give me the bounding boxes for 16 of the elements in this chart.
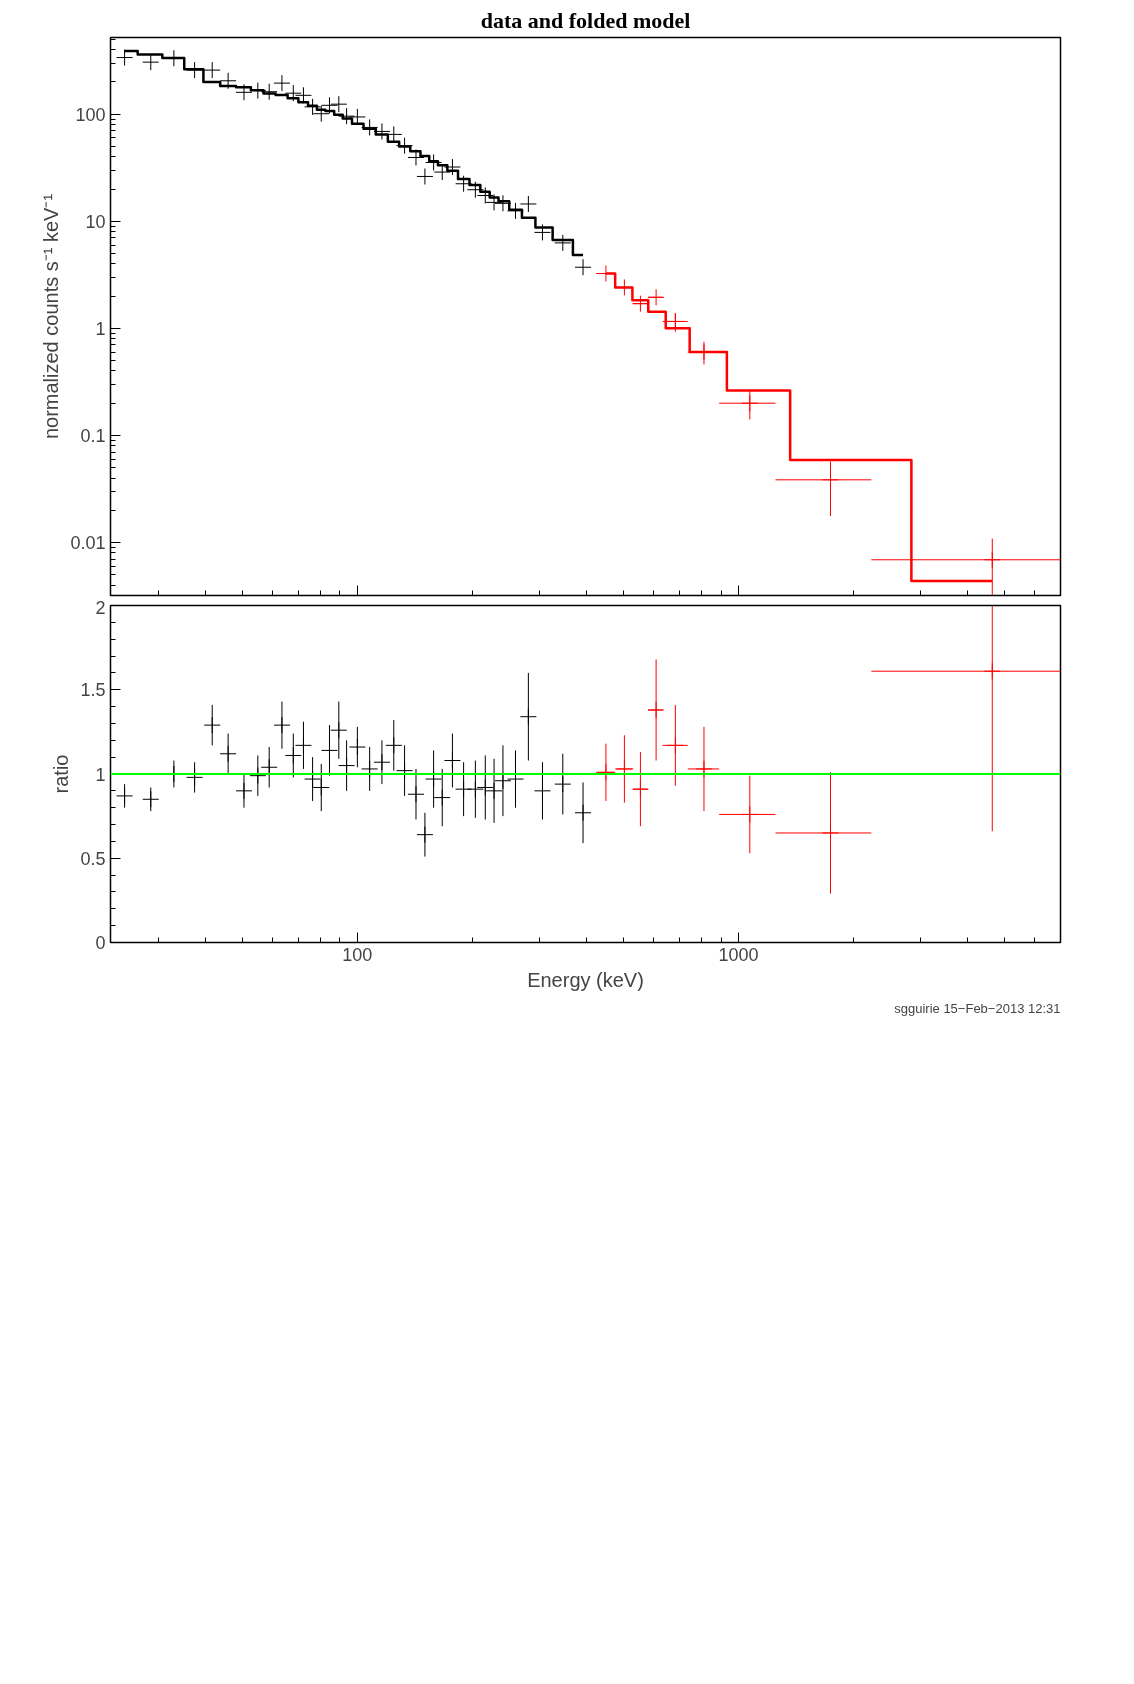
text: sgguirie 15−Feb−2013 12:31 — [894, 1000, 1061, 1016]
y-tick-label: 1 — [95, 764, 106, 785]
y-tick-label: 1 — [95, 318, 106, 339]
y-tick-label: 100 — [75, 104, 106, 125]
y-tick-label: 0.1 — [80, 425, 106, 446]
chart-title: data and folded model — [480, 7, 691, 33]
x-tick-label: 1000 — [718, 944, 759, 965]
y-tick-label: 0 — [95, 933, 106, 953]
y-tick-label: 0.5 — [80, 848, 106, 869]
y-tick-label: 10 — [85, 211, 106, 232]
y-tick-label: 1.5 — [80, 680, 106, 701]
y-axis-title: ratio — [50, 754, 73, 794]
y-tick-label: 2 — [95, 597, 106, 618]
y-axis-title: normalized counts s⁻¹ keV⁻¹ — [40, 193, 63, 440]
y-tick-label: 0.01 — [70, 533, 106, 554]
x-axis-title: Energy (keV) — [527, 968, 644, 991]
